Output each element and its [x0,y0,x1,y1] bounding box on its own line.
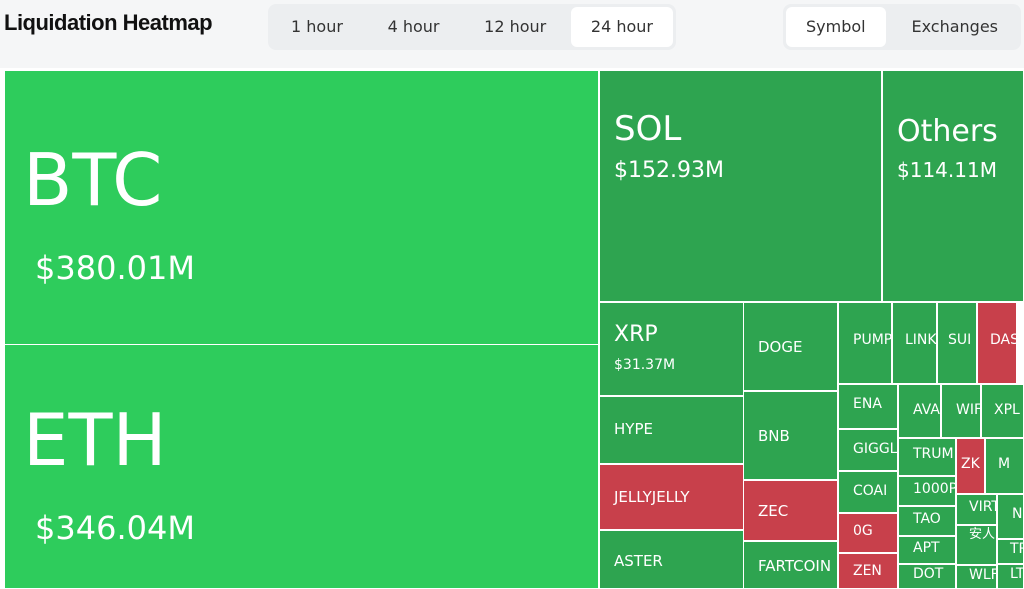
tile-value: $31.37M [614,357,676,374]
tile-label: DOGE [758,338,803,356]
tile-label: ZEN [853,563,882,579]
tile-label: XPL [994,402,1020,418]
tile[interactable]: JELLYJELLY [599,464,744,530]
tile-label: TRUMP [913,446,955,462]
tile[interactable]: PUMP [838,302,892,384]
tile[interactable]: GIGGLE [838,429,898,471]
tile[interactable]: LINK [892,302,937,384]
tile[interactable]: 0G [838,513,898,553]
time-tab[interactable]: 24 hour [570,7,673,47]
tile[interactable]: VIRTUAL [956,494,997,525]
tile[interactable]: LTC [997,564,1024,589]
page-title: Liquidation Heatmap [4,10,213,35]
tile-label: ENA [853,396,882,412]
tile-label: XRP [614,322,658,347]
tile[interactable]: 安人 [956,525,997,565]
tile-label: JELLYJELLY [614,488,690,506]
tile-label: VIRTUAL [969,499,996,515]
tile[interactable]: 1000PEPE [898,476,956,506]
tile[interactable]: TAO [898,506,956,536]
tile[interactable]: FARTCOIN [743,541,838,589]
tile-label: DASH [990,332,1016,348]
tile[interactable]: ETH $346.04M [4,344,599,589]
tile[interactable]: ASTER [599,530,744,589]
tile[interactable]: TRX [997,539,1024,564]
tile-label: ZEC [758,502,789,520]
tile[interactable]: DOT [898,564,956,589]
tile[interactable]: DOGE [743,302,838,391]
tile[interactable]: ZEC [743,480,838,541]
tile[interactable]: XRP $31.37M [599,302,744,396]
tile-label: TAO [913,511,941,527]
tile[interactable]: SUI [937,302,977,384]
time-tab[interactable]: 1 hour [291,17,343,36]
treemap: BTC $380.01M ETH $346.04M SOL $152.93M Others $… [0,68,1024,589]
tile[interactable]: BNB [743,391,838,480]
tile-label: ZK [961,456,980,472]
tile-label: BNB [758,427,790,445]
tile-label: WIF [956,402,981,418]
tile[interactable]: SOL $152.93M [599,70,882,302]
tile[interactable]: DASH [977,302,1017,384]
grouping-tab[interactable]: Symbol [786,7,886,47]
tile-label: TRX [1010,541,1023,557]
tile[interactable]: ZEN [838,553,898,589]
tile-label: DOT [913,566,944,582]
tile-label: SUI [948,332,972,348]
tile-label: SOL [614,109,682,149]
tile[interactable]: AVAX [898,384,941,438]
tile-label: 0G [853,523,873,539]
tile-label: APT [913,540,940,556]
tile[interactable]: M [985,438,1024,494]
tile-label: HYPE [614,420,653,438]
time-tab[interactable]: 4 hour [387,17,440,36]
tile-label: 安人 [969,527,996,542]
grouping-tabs: Symbol Exchanges [783,4,1021,50]
tile[interactable]: BTC $380.01M [4,70,599,345]
tile[interactable]: WLFI [956,565,997,589]
tile-label: WLFI [969,567,996,583]
tile-label: FARTCOIN [758,557,832,575]
tile-label: LINK [905,332,937,348]
tile[interactable]: TRUMP [898,438,956,476]
grouping-tab[interactable]: Exchanges [911,17,998,36]
tile[interactable]: NEAR [997,494,1024,539]
tile-label: 1000PEPE [913,481,955,497]
tile-label: Others [897,114,998,149]
tile-label: COAI [853,483,888,499]
tile-label: ETH [23,398,167,482]
time-tabs: 1 hour 4 hour 12 hour 24 hour [268,4,676,50]
tile-label: ASTER [614,552,663,570]
tile-label: PUMP [853,332,892,348]
tile[interactable]: XPL [981,384,1024,438]
tile-label: BTC [23,138,163,222]
tile[interactable]: APT [898,536,956,564]
tile-label: M [998,456,1011,472]
tile[interactable]: Others $114.11M [882,70,1024,302]
tile-label: GIGGLE [853,441,898,457]
tile[interactable]: HYPE [599,396,744,464]
tile[interactable]: WIF [941,384,981,438]
tile-label: AVAX [913,402,940,418]
tile-value: $380.01M [35,248,195,287]
tile-value: $152.93M [614,158,724,184]
tile-label: LTC [1010,566,1024,582]
tile-value: $114.11M [897,158,997,182]
tile[interactable]: ENA [838,384,898,429]
tile[interactable]: COAI [838,471,898,513]
tile-label: NEAR [1012,506,1023,522]
time-tab[interactable]: 12 hour [484,17,547,36]
tile-value: $346.04M [35,508,195,547]
tile[interactable]: ZK [956,438,985,494]
